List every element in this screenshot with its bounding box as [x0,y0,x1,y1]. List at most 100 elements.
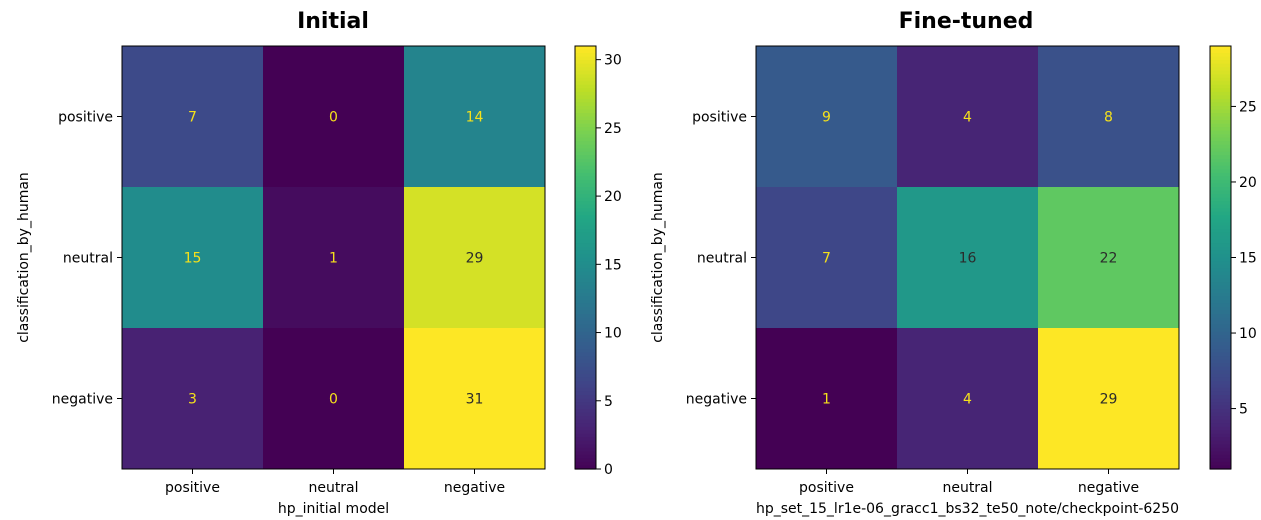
colorbar-segment [575,91,596,96]
colorbar-segment [575,67,596,72]
colorbar-segment [1210,423,1231,428]
colorbar-segment [1210,194,1231,199]
colorbar-segment [575,363,596,368]
colorbar-segment [1210,151,1231,156]
colorbar-segment [1210,144,1231,149]
colorbar-segment [575,430,596,435]
colorbar-segment [1210,63,1231,68]
colorbar-segment [1210,377,1231,382]
colorbar-segment [575,197,596,202]
colorbar-segment [575,366,596,371]
colorbar-segment [575,102,596,107]
colorbar-segment [575,236,596,241]
colorbar-segment [1210,363,1231,368]
colorbar-segment [1210,179,1231,185]
colorbar-segment [575,268,596,273]
colorbar-tick-label: 5 [1239,402,1248,418]
colorbar-segment [575,81,596,86]
heatmap-cell [1038,328,1179,469]
colorbar-segment [575,116,596,121]
colorbar-segment [575,105,596,111]
colorbar-segment [575,176,596,181]
colorbar-segment [1210,391,1231,396]
colorbar-segment [1210,328,1231,333]
colorbar-segment [1210,285,1231,290]
cell-value-label: 0 [329,110,338,126]
colorbar-segment [1210,102,1231,107]
colorbar-segment [1210,430,1231,435]
colorbar-segment [1210,148,1231,153]
colorbar-segment [575,169,596,174]
heatmap-cell [122,46,263,187]
colorbar-segment [575,324,596,329]
colorbar-segment [575,123,596,128]
x-tick-label: neutral [308,480,358,496]
cell-value-label: 4 [963,110,972,126]
colorbar-segment [575,356,596,361]
colorbar-segment [1210,373,1231,378]
colorbar-segment [1210,313,1231,319]
colorbar-segment [575,155,596,160]
colorbar-segment [575,134,596,139]
colorbar-tick-label: 25 [1239,99,1257,115]
colorbar-segment [1210,444,1231,449]
colorbar-segment [1210,246,1231,252]
heatmap-cell [1038,46,1179,187]
colorbar-segment [1210,320,1231,326]
colorbar-segment [1210,112,1231,118]
colorbar-segment [1210,130,1231,135]
colorbar-segment [575,345,596,350]
colorbar-segment [575,261,596,266]
colorbar-segment [575,282,596,287]
colorbar-segment [1210,222,1231,227]
colorbar-segment [1210,451,1231,456]
y-tick-label: positive [58,110,113,126]
colorbar-segment [575,387,596,393]
colorbar-segment [1210,77,1231,82]
colorbar-tick-label: 30 [604,53,622,69]
colorbar-segment [1210,349,1231,354]
colorbar-segment [575,349,596,354]
colorbar-segment [575,317,596,322]
colorbar-segment [575,451,596,456]
colorbar-segment [575,141,596,146]
x-tick-label: positive [799,480,854,496]
x-tick-label: negative [1078,480,1139,496]
colorbar-segment [1210,271,1231,276]
colorbar-segment [575,165,596,170]
colorbar-segment [1210,342,1231,347]
colorbar-segment [575,172,596,178]
colorbar-segment [1210,236,1231,241]
colorbar-segment [575,338,596,343]
colorbar-segment [575,77,596,82]
finetuned-colorbar: 5 10 15 20 25 [1209,45,1257,470]
colorbar-segment [1210,454,1231,460]
colorbar-segment [1210,380,1231,385]
colorbar-segment [575,412,596,417]
colorbar-segment [1210,253,1231,259]
colorbar-segment [575,303,596,308]
colorbar-segment [575,465,596,470]
colorbar-segment [575,144,596,149]
colorbar-segment [1210,387,1231,393]
colorbar-segment [575,201,596,206]
colorbar-segment [575,416,596,421]
colorbar-segment [575,278,596,283]
colorbar-segment [1210,437,1231,442]
colorbar-segment [575,444,596,449]
colorbar-segment [1210,215,1231,220]
colorbar-segment [1210,335,1231,340]
x-axis-label: hp_set_15_lr1e-06_gracc1_bs32_te50_note/… [756,501,1179,517]
colorbar-segment [1210,109,1231,114]
colorbar-segment [1210,433,1231,438]
colorbar-segment [1210,158,1231,163]
colorbar-segment [1210,345,1231,350]
colorbar-segment [575,405,596,410]
colorbar-segment [1210,176,1231,181]
colorbar-segment [575,398,596,403]
colorbar-segment [1210,317,1231,322]
colorbar-segment [575,384,596,389]
colorbar-segment [1210,296,1231,301]
colorbar-segment [575,194,596,199]
colorbar-segment [575,215,596,220]
